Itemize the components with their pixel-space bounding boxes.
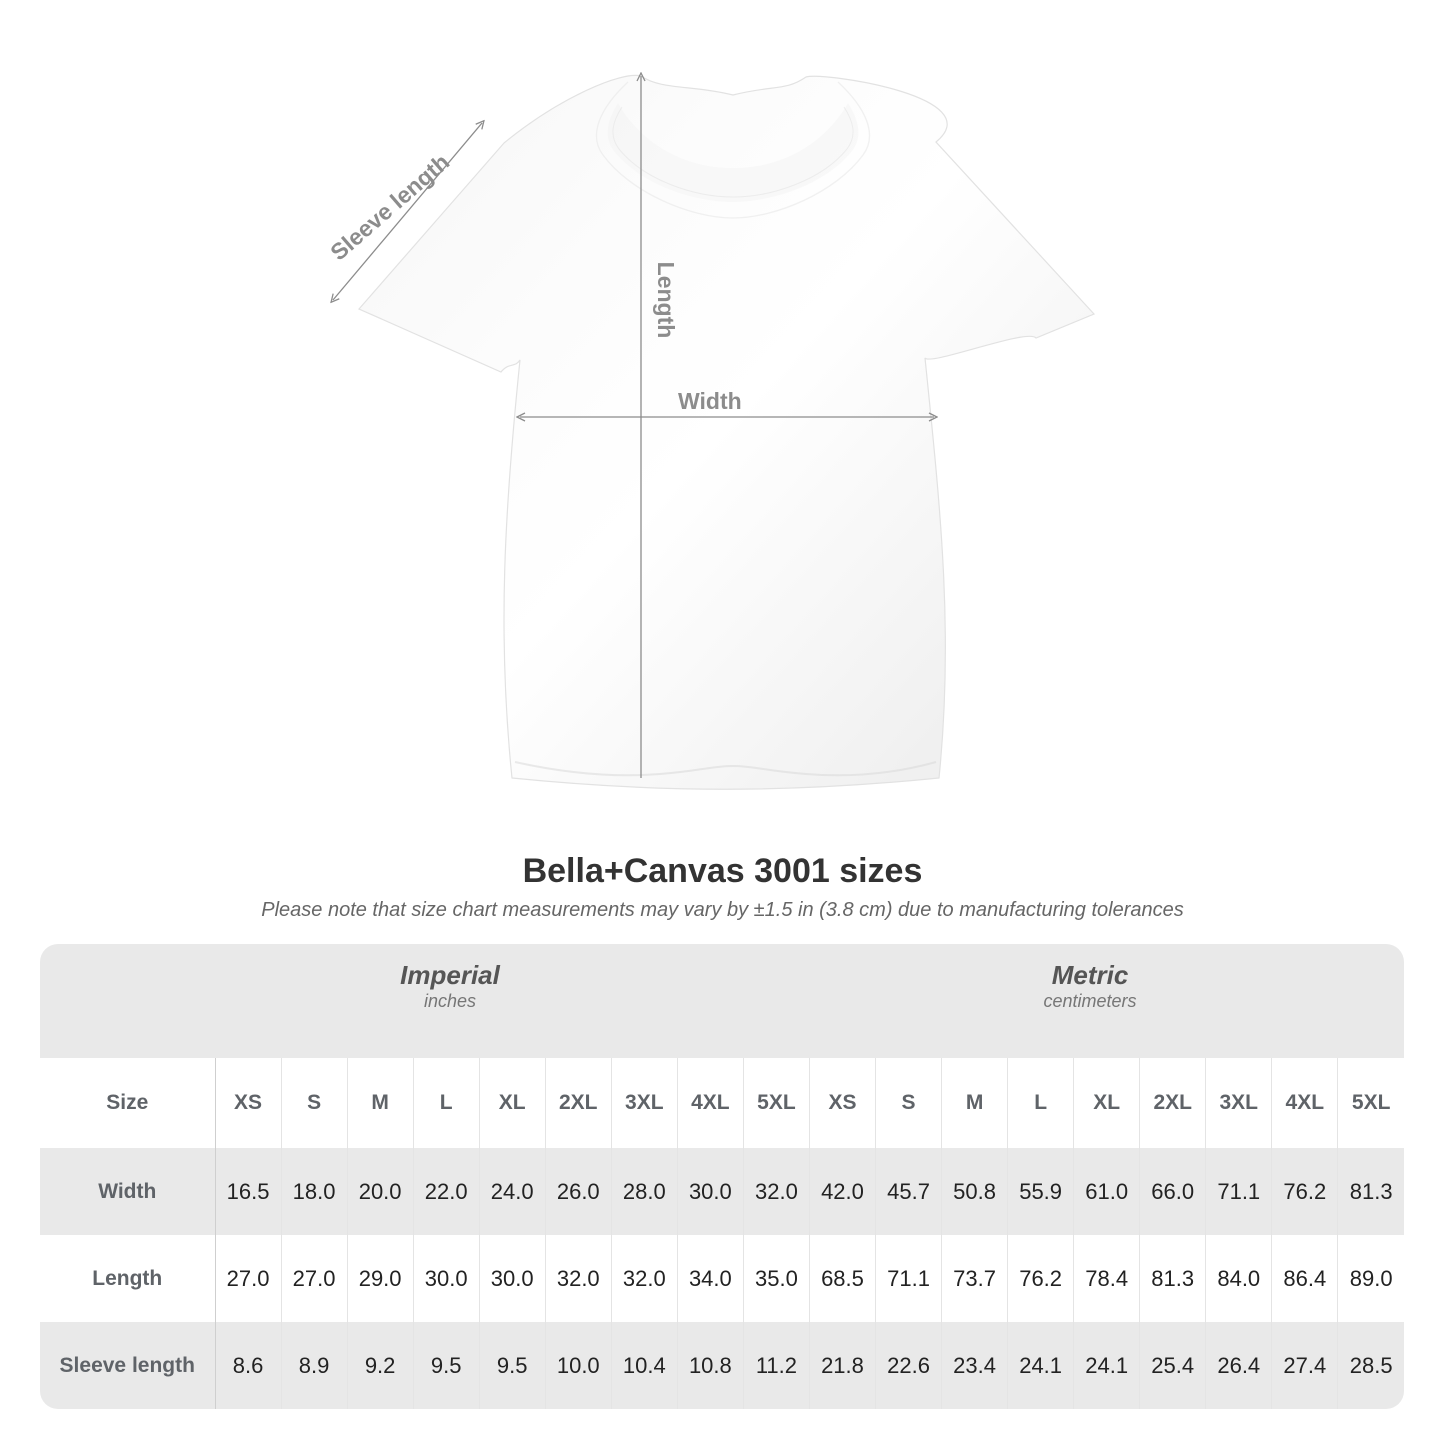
svg-text:Width: Width [678,388,742,414]
svg-text:Length: Length [653,262,679,339]
